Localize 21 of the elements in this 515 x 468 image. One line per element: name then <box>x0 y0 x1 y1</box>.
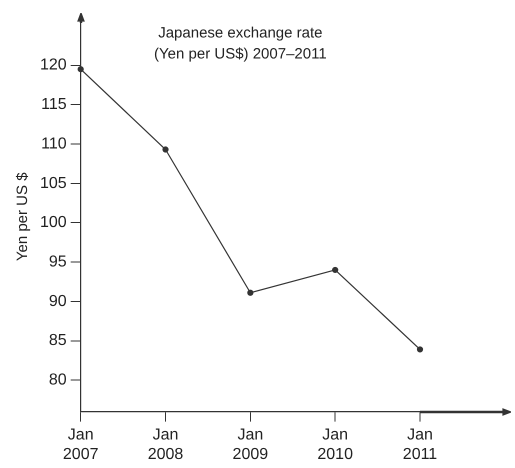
y-tick-label: 95 <box>48 253 67 270</box>
y-axis-title: Yen per US $ <box>14 172 32 262</box>
text: Japanese exchange rate (Yen per US$) 2007–2011 <box>154 24 327 63</box>
point <box>332 266 338 274</box>
x-tick-label: Jan 2011 <box>402 426 438 463</box>
point <box>162 146 169 153</box>
y-tick-label: 85 <box>48 332 67 350</box>
y-tick-label: 90 <box>48 292 67 310</box>
y-tick-label: 105 <box>40 174 67 192</box>
point <box>247 290 254 296</box>
point <box>416 346 424 353</box>
x-tick-label: Jan 2009 <box>232 426 268 463</box>
x-tick-label: Jan 2010 <box>317 426 354 463</box>
x-tick-label: Jan 2008 <box>148 426 184 463</box>
x-tick-label: Jan 2007 <box>62 426 99 463</box>
y-tick-label: 110 <box>41 135 67 152</box>
point <box>78 66 84 72</box>
y-tick-label: 115 <box>41 96 67 114</box>
y-tick-label: 80 <box>48 372 67 389</box>
y-tick-label: 100 <box>40 214 67 232</box>
y-tick-label: 120 <box>40 56 67 74</box>
